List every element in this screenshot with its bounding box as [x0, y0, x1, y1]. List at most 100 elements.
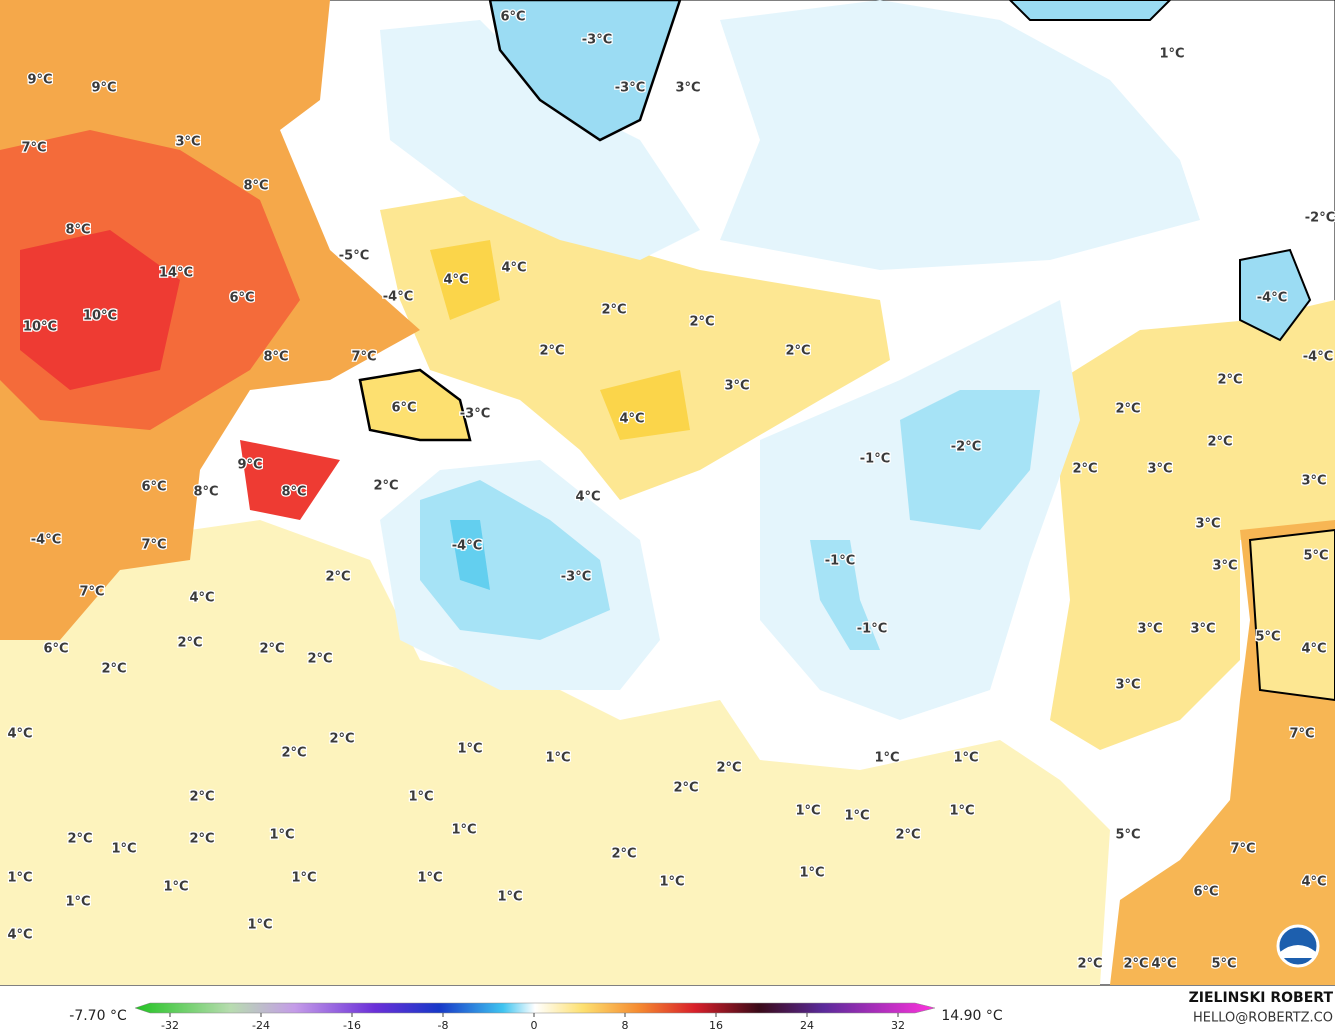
- temperature-label: -4°C: [1257, 291, 1287, 306]
- temperature-label: -2°C: [951, 440, 981, 455]
- temperature-label: 7°C: [1289, 727, 1314, 742]
- temperature-label: 2°C: [177, 636, 202, 651]
- temperature-label: -3°C: [615, 81, 645, 96]
- temperature-label: 8°C: [263, 350, 288, 365]
- colorbar: [134, 1002, 936, 1014]
- colorbar-tick-label: 16: [709, 1019, 723, 1032]
- temperature-label: 2°C: [373, 479, 398, 494]
- temperature-label: 1°C: [799, 866, 824, 881]
- temperature-label: 2°C: [895, 828, 920, 843]
- temperature-label: 2°C: [1077, 957, 1102, 972]
- temperature-label: 1°C: [451, 823, 476, 838]
- temperature-label: 7°C: [21, 141, 46, 156]
- temperature-label: 3°C: [1301, 474, 1326, 489]
- temperature-label: 1°C: [111, 842, 136, 857]
- temperature-label: 1°C: [291, 871, 316, 886]
- temperature-label: 1°C: [545, 751, 570, 766]
- temperature-label: 5°C: [1303, 549, 1328, 564]
- temperature-label: 5°C: [1211, 957, 1236, 972]
- temperature-label: 3°C: [1212, 559, 1237, 574]
- temperature-label: 1°C: [457, 742, 482, 757]
- temperature-label: 2°C: [673, 781, 698, 796]
- temperature-label: 2°C: [1072, 462, 1097, 477]
- temperature-label: 7°C: [79, 585, 104, 600]
- temperature-label: 4°C: [1301, 875, 1326, 890]
- temperature-label: 3°C: [1147, 462, 1172, 477]
- temperature-label: 2°C: [716, 761, 741, 776]
- temperature-label: 1°C: [953, 751, 978, 766]
- temperature-labels: 6°C -3°C -3°C 3°C 1°C 9°C 9°C 7°C 3°C 8°C 8°C 14°C 6…: [6, 8, 1335, 973]
- temperature-label: -3°C: [561, 570, 591, 585]
- temperature-label: 8°C: [243, 179, 268, 194]
- temperature-label: 2°C: [689, 315, 714, 330]
- temperature-label: 3°C: [1115, 678, 1140, 693]
- colorbar-tick-label: 32: [891, 1019, 905, 1032]
- temperature-label: 1°C: [408, 790, 433, 805]
- temperature-label: 6°C: [141, 480, 166, 495]
- temperature-label: 2°C: [325, 570, 350, 585]
- temperature-label: 1°C: [1159, 47, 1184, 62]
- temperature-label: 4°C: [7, 928, 32, 943]
- temperature-label: 6°C: [229, 291, 254, 306]
- temperature-label: 1°C: [844, 809, 869, 824]
- temperature-label: 3°C: [1195, 517, 1220, 532]
- temperature-label: 7°C: [351, 350, 376, 365]
- temperature-label: -4°C: [1303, 350, 1333, 365]
- noaa-logo: [1276, 924, 1320, 968]
- temperature-label: 2°C: [189, 832, 214, 847]
- temperature-label: -5°C: [339, 249, 369, 264]
- temperature-label: 1°C: [417, 871, 442, 886]
- colorbar-tick-label: -32: [161, 1019, 179, 1032]
- colorbar-min: -7.70 °C: [69, 1008, 127, 1024]
- temperature-label: 7°C: [141, 538, 166, 553]
- temperature-label: 2°C: [1207, 435, 1232, 450]
- colorbar-max: 14.90 °C: [941, 1008, 1003, 1024]
- temperature-label: 1°C: [7, 871, 32, 886]
- temperature-label: 2°C: [539, 344, 564, 359]
- temperature-label: 1°C: [949, 804, 974, 819]
- map-background: [0, 0, 1335, 986]
- credit-email: HELLO@ROBERTZ.CO: [1193, 1011, 1333, 1026]
- temperature-label: 2°C: [67, 832, 92, 847]
- temperature-label: 1°C: [163, 880, 188, 895]
- temperature-label: -1°C: [825, 554, 855, 569]
- temperature-label: 14°C: [159, 266, 193, 281]
- temperature-label: 4°C: [501, 261, 526, 276]
- temperature-label: 2°C: [329, 732, 354, 747]
- temperature-label: 9°C: [91, 81, 116, 96]
- temperature-label: 1°C: [269, 828, 294, 843]
- temperature-label: 2°C: [259, 642, 284, 657]
- temperature-label: 2°C: [189, 790, 214, 805]
- temperature-label: -1°C: [860, 452, 890, 467]
- temperature-label: 1°C: [795, 804, 820, 819]
- temperature-label: 3°C: [675, 81, 700, 96]
- temperature-label: 3°C: [1137, 622, 1162, 637]
- temperature-label: 2°C: [101, 662, 126, 677]
- temperature-label: 4°C: [7, 727, 32, 742]
- temperature-label: -2°C: [1305, 211, 1335, 226]
- temperature-label: 4°C: [575, 490, 600, 505]
- temperature-label: 8°C: [193, 485, 218, 500]
- colorbar-tick-label: -8: [438, 1019, 449, 1032]
- temperature-label: 2°C: [611, 847, 636, 862]
- temperature-label: 6°C: [391, 401, 416, 416]
- colorbar-tick-label: -24: [252, 1019, 270, 1032]
- colorbar-tick-label: 24: [800, 1019, 814, 1032]
- temperature-label: 8°C: [65, 223, 90, 238]
- temperature-label: -4°C: [452, 539, 482, 554]
- colorbar-tick-label: -16: [343, 1019, 361, 1032]
- temperature-label: 9°C: [27, 73, 52, 88]
- temperature-label: 2°C: [1115, 402, 1140, 417]
- temperature-label: -4°C: [31, 533, 61, 548]
- temperature-label: 6°C: [500, 10, 525, 25]
- temperature-label: 10°C: [23, 320, 57, 335]
- temperature-label: 6°C: [43, 642, 68, 657]
- temperature-label: 9°C: [237, 458, 262, 473]
- temperature-label: 1°C: [247, 918, 272, 933]
- temperature-label: 6°C: [1193, 885, 1218, 900]
- temperature-label: 2°C: [307, 652, 332, 667]
- temperature-label: -3°C: [460, 407, 490, 422]
- temperature-label: 3°C: [175, 135, 200, 150]
- temperature-label: 8°C: [281, 485, 306, 500]
